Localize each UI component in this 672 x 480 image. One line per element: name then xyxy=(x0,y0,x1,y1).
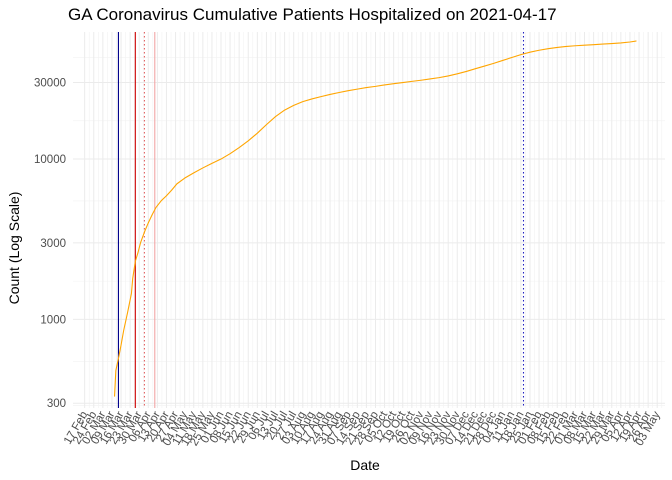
y-tick-label: 3000 xyxy=(40,238,66,250)
y-tick-label: 300 xyxy=(47,398,66,410)
y-axis-ticks: 300 1000 3000 10000 30000 xyxy=(34,78,66,411)
series-layer xyxy=(113,40,637,397)
grid-major xyxy=(73,32,665,408)
chart-title: GA Coronavirus Cumulative Patients Hospi… xyxy=(68,5,557,24)
series-line xyxy=(113,40,637,397)
y-tick-label: 30000 xyxy=(34,78,66,90)
grid-minor xyxy=(73,32,665,408)
y-axis-title: Count (Log Scale) xyxy=(6,192,22,305)
x-axis-title: Date xyxy=(350,457,380,473)
y-tick-label: 1000 xyxy=(40,314,66,326)
reference-lines xyxy=(117,32,525,408)
y-tick-label: 10000 xyxy=(34,154,66,166)
